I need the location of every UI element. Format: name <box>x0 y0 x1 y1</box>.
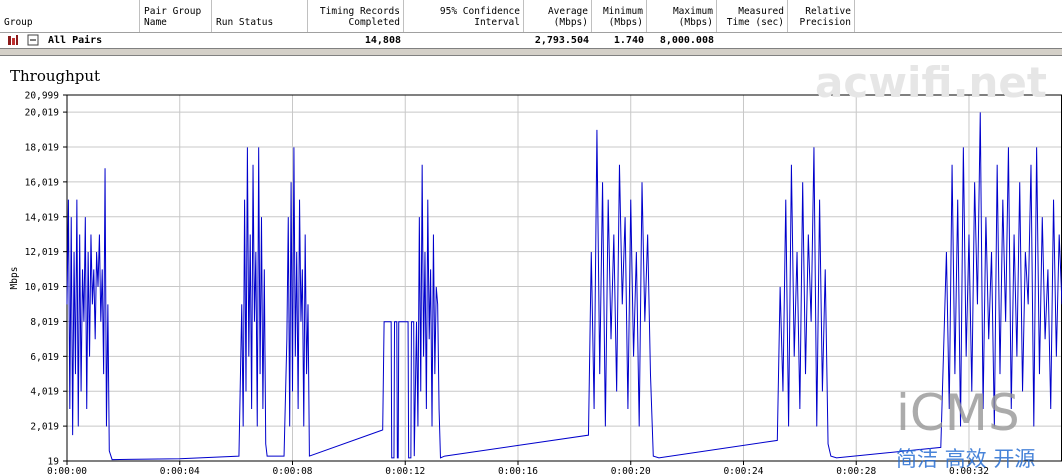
row-icons <box>8 34 39 46</box>
y-tick-label: 14,019 <box>25 212 60 223</box>
column-header[interactable]: Average (Mbps) <box>524 0 592 32</box>
x-tick-label: 0:00:04 <box>160 466 200 475</box>
y-tick-label: 10,019 <box>25 282 60 293</box>
column-header[interactable]: Group <box>0 0 140 32</box>
column-header[interactable]: Timing Records Completed <box>308 0 404 32</box>
table-cell: 14,808 <box>364 35 401 46</box>
y-tick-label: 8,019 <box>30 317 59 328</box>
column-header[interactable]: Run Status <box>212 0 308 32</box>
y-tick-label: 16,019 <box>25 177 60 188</box>
column-header[interactable]: Maximum (Mbps) <box>647 0 717 32</box>
table-header: Group Pair Group Name Run Status Timing Rec… <box>0 0 1062 33</box>
x-tick-label: 0:00:12 <box>385 466 425 475</box>
y-tick-label: 4,019 <box>30 387 59 398</box>
y-tick-label: 19 <box>48 457 60 468</box>
separator <box>0 48 1062 56</box>
table-row: All Pairs 14,808 2,793.504 1.740 8,000.008 <box>0 33 1062 48</box>
table-cell: 1.740 <box>613 35 644 46</box>
y-axis-label: Mbps <box>9 267 20 290</box>
table-cell: 2,793.504 <box>534 35 589 46</box>
table-cell: 8,000.008 <box>659 35 714 46</box>
column-header[interactable]: Pair Group Name <box>140 0 212 32</box>
watermark: iCMS <box>896 384 1020 442</box>
y-tick-label: 20,999 <box>25 91 60 102</box>
column-header[interactable]: Minimum (Mbps) <box>592 0 647 32</box>
x-tick-label: 0:00:16 <box>498 466 538 475</box>
watermark: acwifi.net <box>815 58 1047 107</box>
y-tick-label: 2,019 <box>30 422 59 433</box>
y-tick-label: 6,019 <box>30 352 59 363</box>
x-tick-label: 0:00:24 <box>723 466 763 475</box>
chart-title: Throughput <box>10 67 100 85</box>
x-tick-label: 0:00:08 <box>272 466 312 475</box>
watermark: 简洁 高效 开源 <box>896 447 1036 471</box>
column-header[interactable]: Measured Time (sec) <box>717 0 788 32</box>
x-tick-label: 0:00:20 <box>611 466 651 475</box>
x-tick-label: 0:00:32 <box>949 466 989 475</box>
y-tick-label: 12,019 <box>25 247 60 258</box>
y-tick-label: 20,019 <box>25 108 60 119</box>
throughput-line <box>66 112 1062 461</box>
y-tick-label: 18,019 <box>25 142 60 153</box>
x-tick-label: 0:00:28 <box>836 466 876 475</box>
column-header[interactable]: 95% Confidence Interval <box>404 0 524 32</box>
column-header[interactable]: Relative Precision <box>788 0 855 32</box>
table-cell: All Pairs <box>48 35 103 46</box>
x-tick-label: 0:00:00 <box>47 466 87 475</box>
